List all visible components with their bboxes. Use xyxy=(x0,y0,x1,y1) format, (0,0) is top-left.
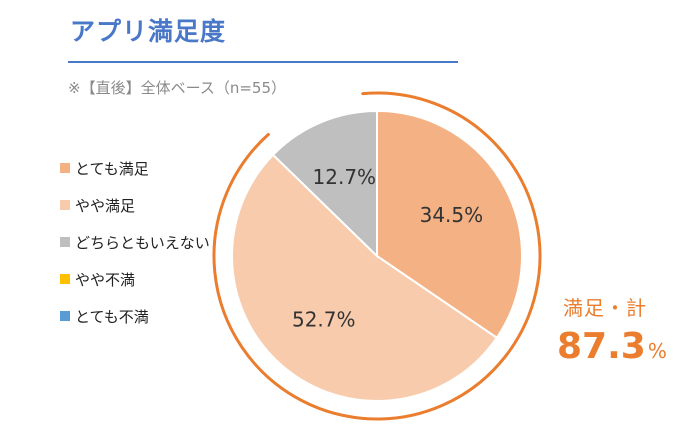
satisfaction-total-unit: % xyxy=(647,339,667,363)
legend-item: やや満足 xyxy=(60,196,210,215)
chart-title: アプリ満足度 xyxy=(70,17,227,46)
satisfaction-total-value: 87.3% xyxy=(557,326,667,367)
legend-item: とても満足 xyxy=(60,159,210,178)
title-underline xyxy=(68,61,458,63)
legend-label: やや不満 xyxy=(75,270,136,289)
satisfaction-total-number: 87.3 xyxy=(557,326,646,367)
pie-slices xyxy=(231,109,523,402)
legend-item: やや不満 xyxy=(60,270,210,289)
legend-swatch xyxy=(60,237,70,247)
legend-swatch xyxy=(60,274,70,284)
pie-data-label: 52.7% xyxy=(292,308,356,332)
legend-swatch xyxy=(60,163,70,173)
legend-item: とても不満 xyxy=(60,307,210,326)
chart-subtitle: ※【直後】全体ベース（n=55） xyxy=(68,79,286,97)
legend-label: とても満足 xyxy=(75,159,149,178)
legend-label: やや満足 xyxy=(75,196,136,215)
legend-swatch xyxy=(60,200,70,210)
satisfaction-total-label: 満足・計 xyxy=(563,296,647,320)
legend-label: とても不満 xyxy=(75,307,149,326)
legend-swatch xyxy=(60,311,70,321)
pie-slice xyxy=(271,109,378,259)
legend: とても満足やや満足どちらともいえない やや不満とても不満 xyxy=(60,160,210,345)
pie-slice xyxy=(231,153,499,402)
legend-label: どちらともいえない xyxy=(75,233,210,252)
satisfaction-bracket-arc xyxy=(212,91,542,421)
pie-slice xyxy=(376,109,523,340)
pie-labels: 34.5% 52.7% 12.7% xyxy=(292,165,483,332)
pie-data-label: 12.7% xyxy=(313,165,377,189)
legend-item: どちらともいえない xyxy=(60,233,210,252)
pie-data-label: 34.5% xyxy=(420,203,484,227)
